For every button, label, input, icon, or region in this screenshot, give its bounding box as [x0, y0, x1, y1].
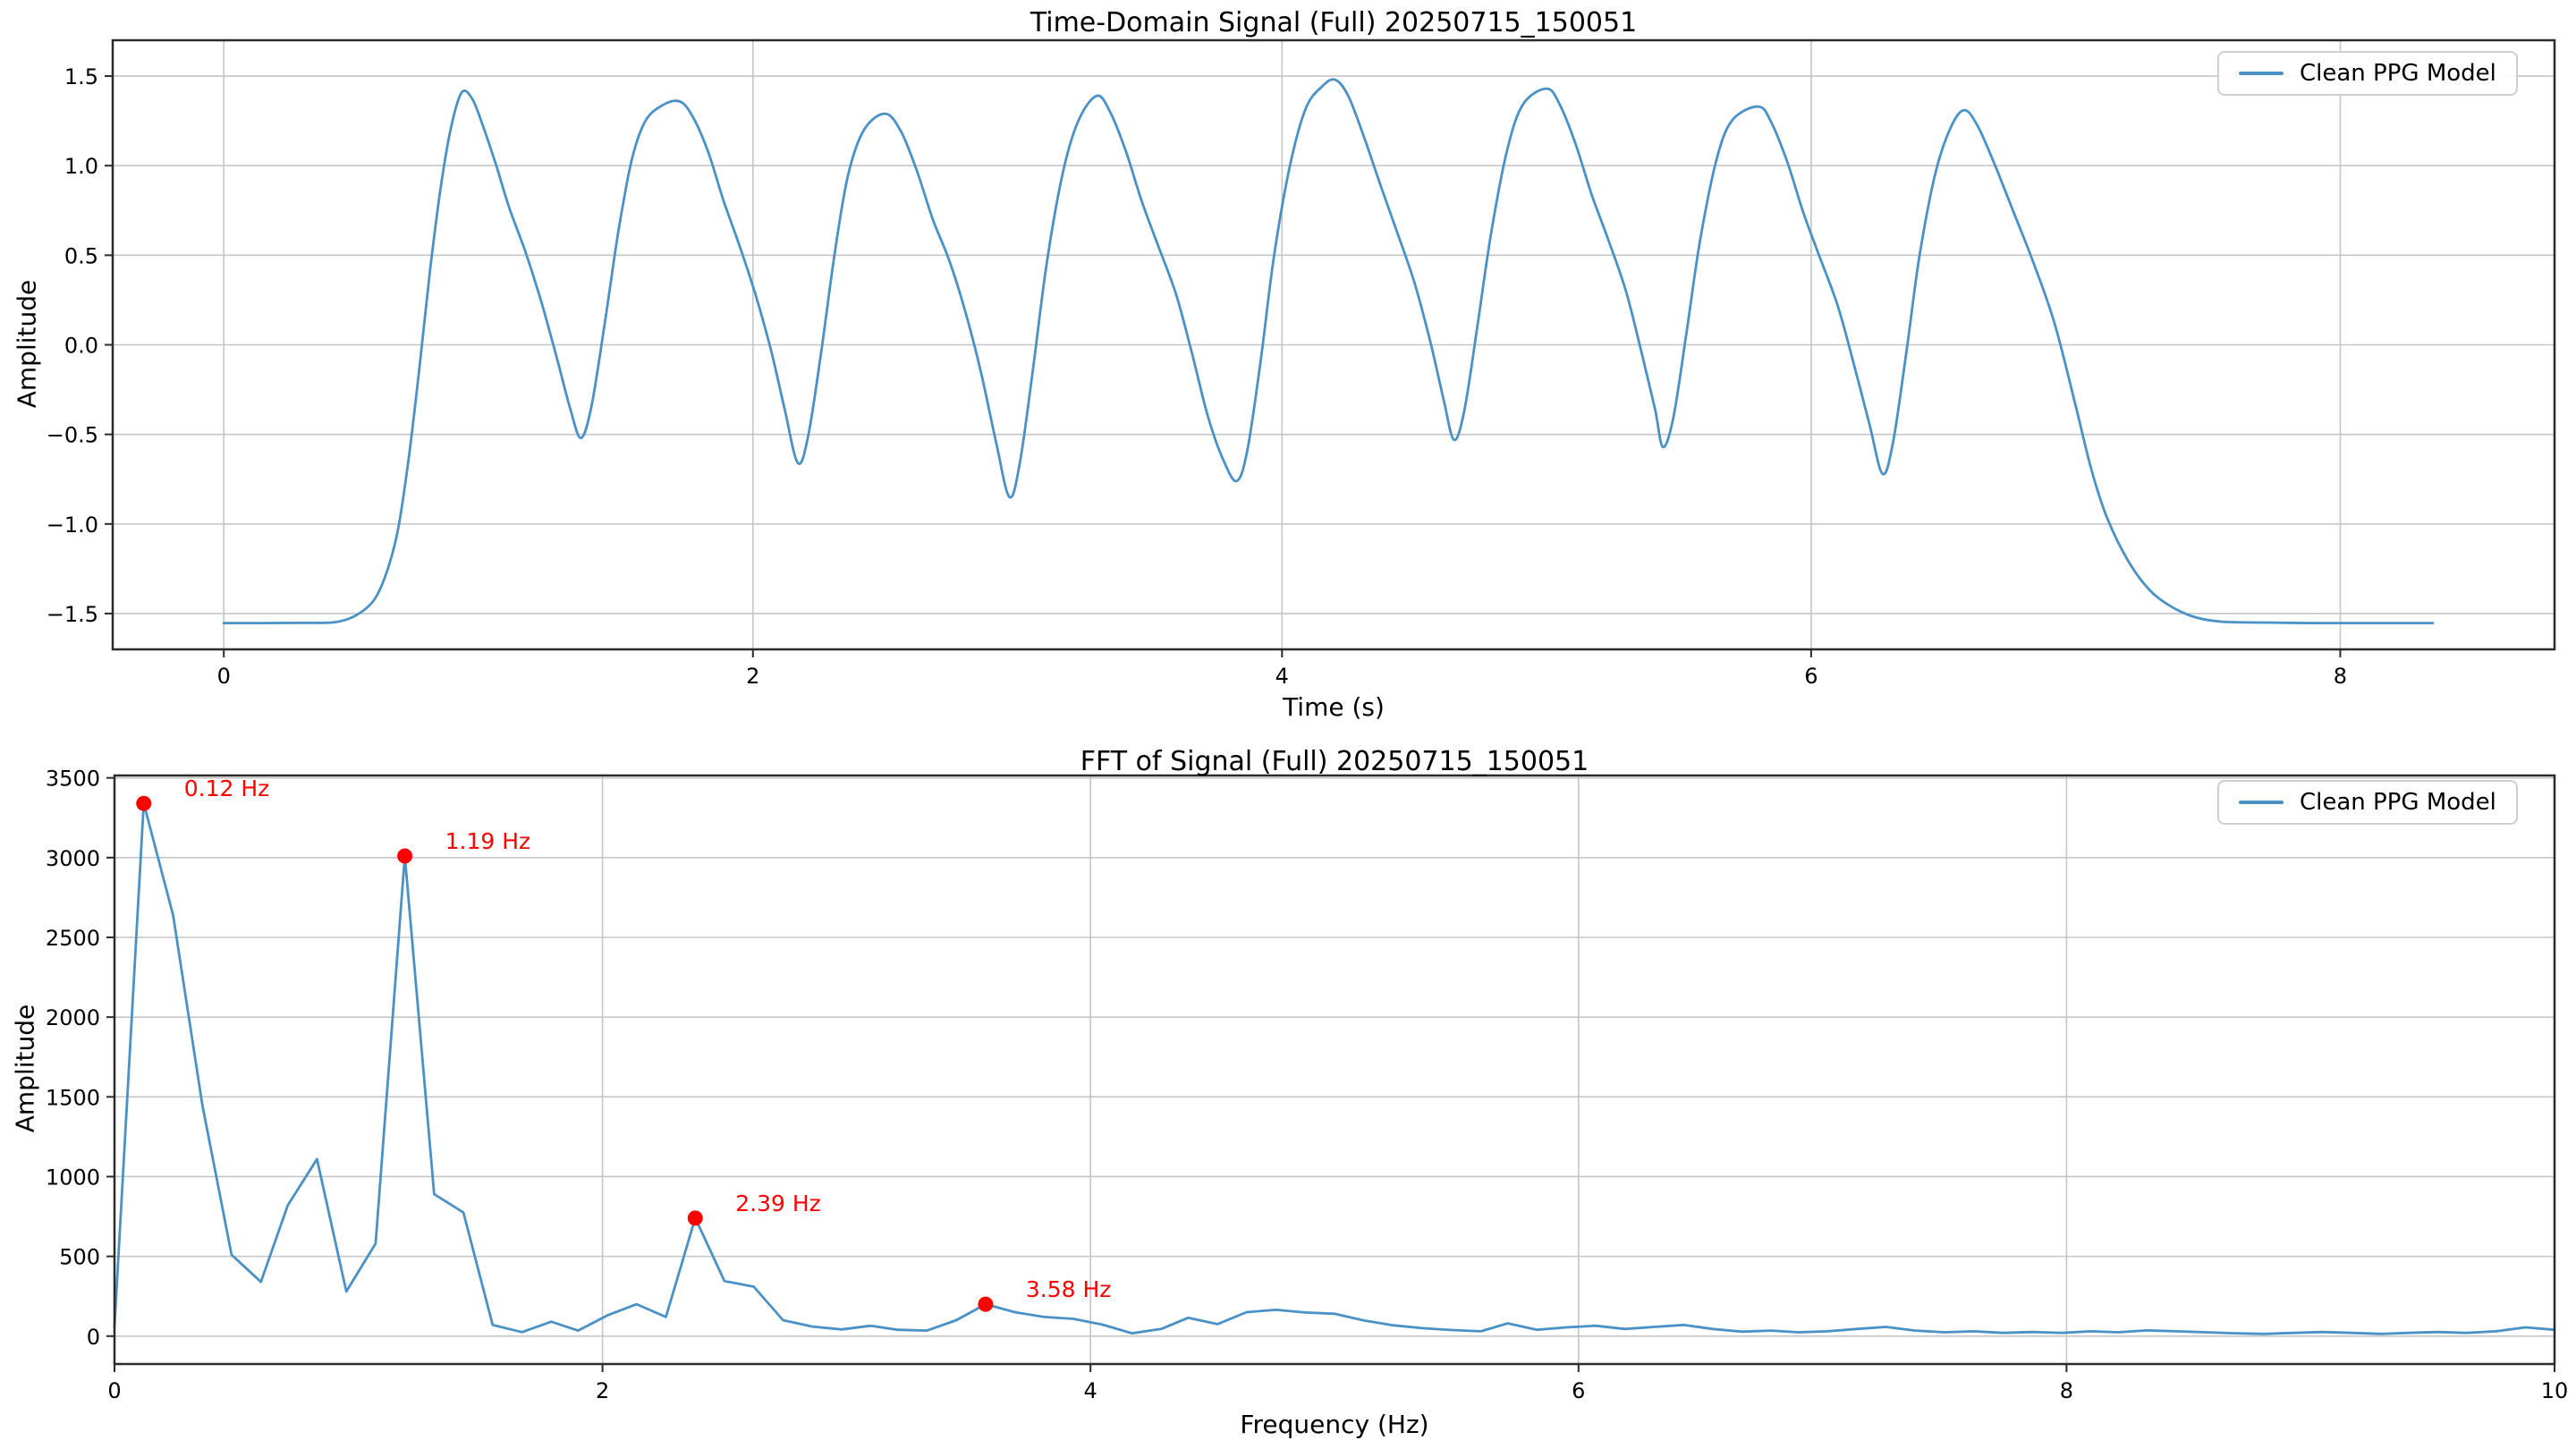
y-tick-label: 0.5	[64, 243, 98, 268]
legend-label: Clean PPG Model	[2300, 60, 2496, 87]
y-tick-label: 1000	[46, 1165, 100, 1190]
x-tick-label: 2	[746, 664, 759, 689]
x-tick-label: 8	[2334, 664, 2347, 689]
legend-line-icon	[2239, 801, 2284, 804]
peak-marker	[687, 1210, 703, 1226]
fft-legend: Clean PPG Model	[2217, 780, 2518, 825]
time-domain-legend: Clean PPG Model	[2217, 51, 2518, 96]
fft-x-axis-label: Frequency (Hz)	[1240, 1410, 1429, 1439]
x-tick-label: 0	[217, 664, 231, 689]
series-line-clean-ppg-model	[113, 801, 2556, 1335]
y-tick-label: 1.5	[64, 64, 98, 89]
fft-y-axis-label: Amplitude	[10, 1004, 40, 1133]
fft-plot: 0.12 Hz 1.19 Hz 2.39 Hz 3.58 Hz 0 2 4 6 8 10 0 500 1…	[46, 767, 2568, 1403]
x-tick-label: 2	[596, 1378, 609, 1403]
y-tick-label: 2500	[46, 926, 100, 951]
y-tick-label: 0	[87, 1325, 100, 1350]
y-tick-label: 500	[59, 1245, 100, 1270]
legend-line-icon	[2239, 72, 2284, 75]
peak-marker	[136, 795, 152, 811]
y-tick-label: 1500	[46, 1085, 100, 1110]
peak-frequency-annotation: 3.58 Hz	[1026, 1276, 1112, 1302]
x-tick-label: 8	[2060, 1378, 2073, 1403]
y-tick-label: 1.0	[64, 154, 98, 179]
x-tick-label: 10	[2541, 1378, 2569, 1403]
y-tick-label: −0.5	[47, 423, 98, 448]
time-domain-chart-title: Time-Domain Signal (Full) 20250715_15005…	[1030, 7, 1638, 38]
plot-border	[111, 38, 2556, 651]
y-tick-label: 0.0	[64, 334, 98, 359]
y-tick-label: 3500	[46, 767, 100, 792]
legend-label: Clean PPG Model	[2300, 789, 2496, 816]
fft-chart-title: FFT of Signal (Full) 20250715_150051	[1080, 746, 1589, 777]
time-domain-y-axis-label: Amplitude	[12, 279, 42, 409]
y-tick-label: 3000	[46, 846, 100, 871]
series-line-clean-ppg-model	[222, 78, 2435, 625]
plot-border	[113, 774, 2556, 1366]
peak-frequency-annotation: 2.39 Hz	[735, 1191, 821, 1216]
time-domain-plot: 0 2 4 6 8 −1.5 −1.0 −0.5 0.0 0.5 1.0 1.5	[47, 38, 2556, 689]
y-tick-label: −1.5	[47, 602, 98, 627]
peak-frequency-annotation: 0.12 Hz	[184, 775, 270, 801]
x-tick-label: 6	[1572, 1378, 1585, 1403]
y-tick-label: −1.0	[47, 513, 98, 538]
x-tick-label: 6	[1804, 664, 1818, 689]
x-tick-label: 4	[1084, 1378, 1097, 1403]
time-domain-x-axis-label: Time (s)	[1283, 692, 1385, 722]
x-tick-label: 4	[1275, 664, 1289, 689]
y-tick-label: 2000	[46, 1005, 100, 1030]
peak-frequency-annotation: 1.19 Hz	[445, 828, 531, 854]
peak-marker	[978, 1296, 994, 1312]
peak-marker	[397, 848, 413, 864]
x-tick-label: 0	[107, 1378, 121, 1403]
